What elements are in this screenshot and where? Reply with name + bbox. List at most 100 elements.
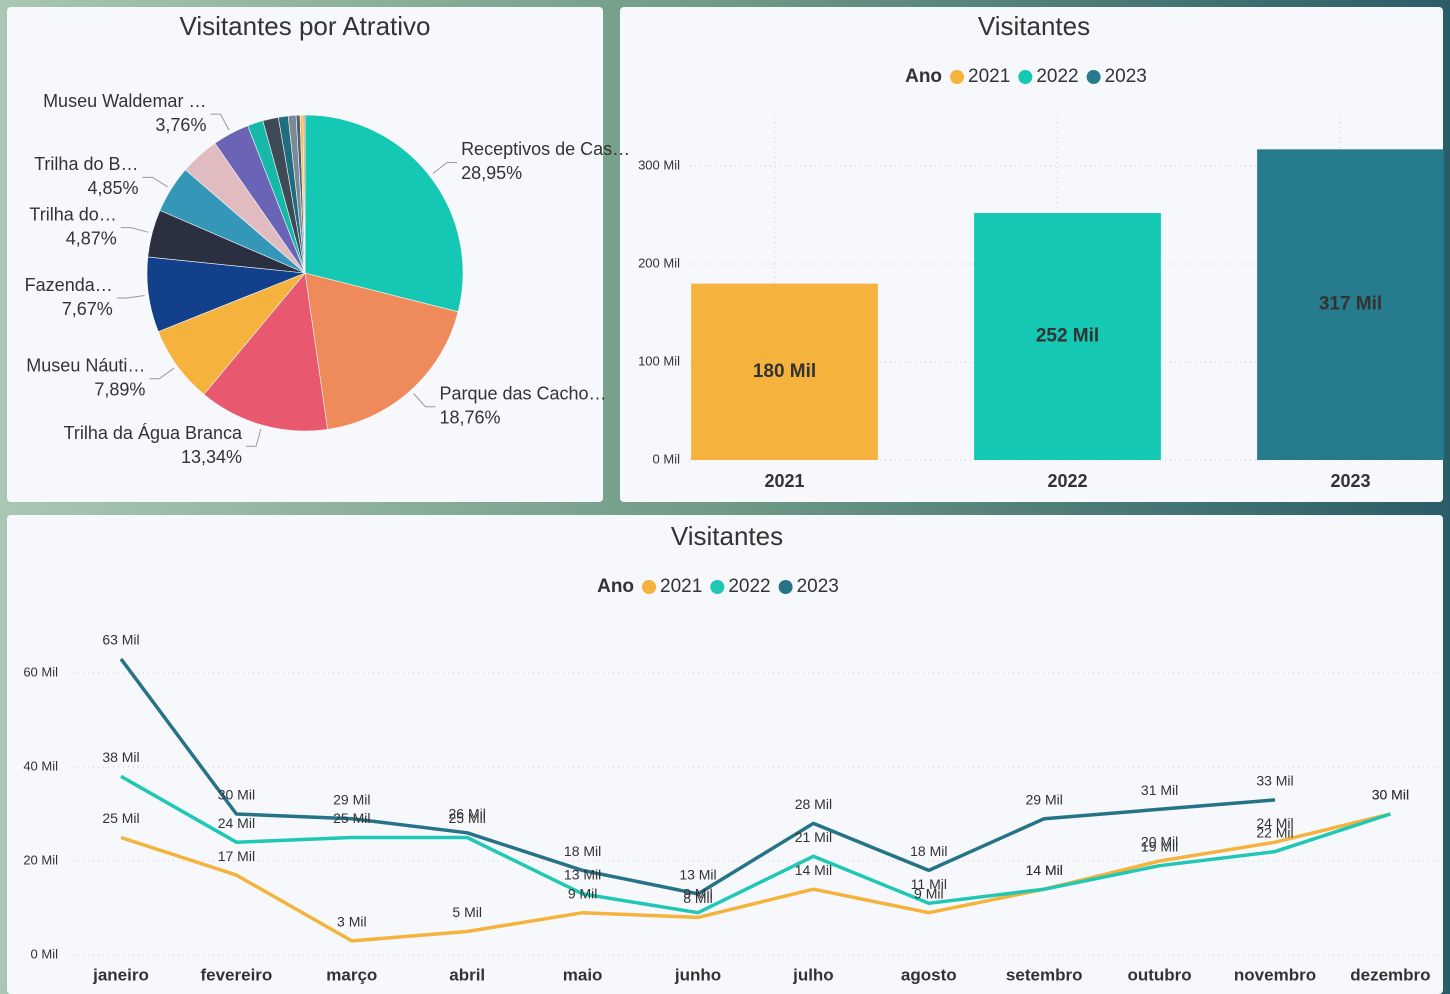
x-tick-label: março xyxy=(326,965,377,984)
x-tick-label: setembro xyxy=(1006,965,1083,984)
bar xyxy=(1257,149,1444,460)
slice-value-label: 18,76% xyxy=(439,408,500,428)
point-value-label: 18 Mil xyxy=(564,843,601,859)
leader-line xyxy=(246,428,262,447)
legend-marker xyxy=(778,580,793,594)
point-value-label: 38 Mil xyxy=(102,749,139,765)
pie-slice xyxy=(302,114,306,274)
point-value-label: 30 Mil xyxy=(1372,787,1409,803)
legend-label: 2023 xyxy=(1105,66,1147,87)
legend-title: Ano xyxy=(597,576,634,597)
point-value-label: 33 Mil xyxy=(1256,773,1293,789)
slice-label: Fazenda… xyxy=(25,275,113,295)
slice-label: Receptivos de Cas… xyxy=(461,139,630,159)
slice-value-label: 7,67% xyxy=(62,299,113,319)
y-tick-label: 0 Mil xyxy=(653,451,681,466)
slice-value-label: 4,85% xyxy=(87,178,138,198)
point-value-label: 14 Mil xyxy=(1026,862,1063,878)
legend-marker xyxy=(1086,70,1101,84)
slice-label: Trilha da Água Branca xyxy=(64,423,243,443)
slice-label: Trilha do B… xyxy=(34,154,138,174)
y-tick-label: 300 Mil xyxy=(638,157,680,172)
x-tick-label: maio xyxy=(563,965,603,984)
point-value-label: 14 Mil xyxy=(1026,862,1063,878)
slice-label: Trilha do… xyxy=(29,204,116,224)
point-value-label: 9 Mil xyxy=(914,885,944,901)
point-value-label: 19 Mil xyxy=(1141,838,1178,854)
bar-value-label: 252 Mil xyxy=(1036,326,1099,347)
point-value-label: 13 Mil xyxy=(564,867,601,883)
point-value-label: 9 Mil xyxy=(683,885,713,901)
point-value-label: 17 Mil xyxy=(218,848,255,864)
legend-marker xyxy=(1018,70,1033,84)
point-value-label: 20 Mil xyxy=(1141,834,1178,850)
series-line xyxy=(119,657,1276,896)
point-value-label: 24 Mil xyxy=(218,815,255,831)
pie-slice xyxy=(304,114,464,313)
point-value-label: 30 Mil xyxy=(1372,787,1409,803)
slice-label: Parque das Cacho… xyxy=(439,384,606,404)
leader-line xyxy=(142,176,169,188)
bar xyxy=(974,213,1161,460)
leader-line xyxy=(210,113,230,131)
x-tick-label: junho xyxy=(674,965,721,984)
legend-label: 2021 xyxy=(660,576,702,597)
slice-label: Museu Waldemar … xyxy=(43,91,206,111)
leader-line xyxy=(413,393,436,408)
point-value-label: 18 Mil xyxy=(910,843,947,859)
point-value-label: 29 Mil xyxy=(1026,791,1063,807)
y-tick-label: 20 Mil xyxy=(23,852,58,867)
slice-label: Museu Náuti… xyxy=(26,356,145,376)
legend-title: Ano xyxy=(905,66,942,87)
leader-line xyxy=(120,227,149,233)
slice-value-label: 4,87% xyxy=(66,228,117,248)
point-value-label: 13 Mil xyxy=(679,867,716,883)
chart-title: Visitantes xyxy=(978,11,1090,41)
legend-label: 2022 xyxy=(728,576,770,597)
bar-value-label: 180 Mil xyxy=(753,361,816,382)
leader-line xyxy=(116,295,145,299)
point-value-label: 63 Mil xyxy=(102,632,139,648)
x-tick-label: 2022 xyxy=(1047,471,1087,491)
pie-slice xyxy=(203,272,328,432)
legend-marker xyxy=(710,580,725,594)
legend-marker xyxy=(642,580,657,594)
leader-line xyxy=(432,161,458,174)
x-tick-label: fevereiro xyxy=(200,965,272,984)
y-tick-label: 200 Mil xyxy=(638,255,680,270)
point-value-label: 3 Mil xyxy=(337,914,367,930)
series-line xyxy=(120,774,1391,915)
point-value-label: 25 Mil xyxy=(333,810,370,826)
y-tick-label: 0 Mil xyxy=(31,946,59,961)
x-tick-label: 2021 xyxy=(764,471,804,491)
panel xyxy=(7,515,1443,994)
y-tick-label: 60 Mil xyxy=(23,664,58,679)
legend-marker xyxy=(950,70,965,84)
point-value-label: 30 Mil xyxy=(218,787,255,803)
point-value-label: 25 Mil xyxy=(102,810,139,826)
slice-value-label: 28,95% xyxy=(461,163,522,183)
point-value-label: 31 Mil xyxy=(1141,782,1178,798)
point-value-label: 28 Mil xyxy=(795,796,832,812)
legend-label: 2022 xyxy=(1036,66,1078,87)
point-value-label: 9 Mil xyxy=(568,885,598,901)
point-value-label: 11 Mil xyxy=(911,876,947,892)
leader-line xyxy=(149,367,175,380)
slice-value-label: 3,76% xyxy=(155,115,206,135)
point-value-label: 22 Mil xyxy=(1256,824,1293,840)
x-tick-label: agosto xyxy=(901,965,957,984)
chart-title: Visitantes xyxy=(671,521,783,551)
x-tick-label: julho xyxy=(792,965,834,984)
x-tick-label: novembro xyxy=(1234,965,1316,984)
bar-value-label: 317 Mil xyxy=(1319,294,1382,315)
point-value-label: 29 Mil xyxy=(333,791,370,807)
y-tick-label: 40 Mil xyxy=(23,758,58,773)
point-value-label: 14 Mil xyxy=(795,862,832,878)
point-value-label: 5 Mil xyxy=(452,904,482,920)
point-value-label: 24 Mil xyxy=(1256,815,1293,831)
point-value-label: 25 Mil xyxy=(449,810,486,826)
pie-slice xyxy=(304,272,459,430)
slice-value-label: 7,89% xyxy=(94,380,145,400)
x-tick-label: dezembro xyxy=(1350,965,1430,984)
